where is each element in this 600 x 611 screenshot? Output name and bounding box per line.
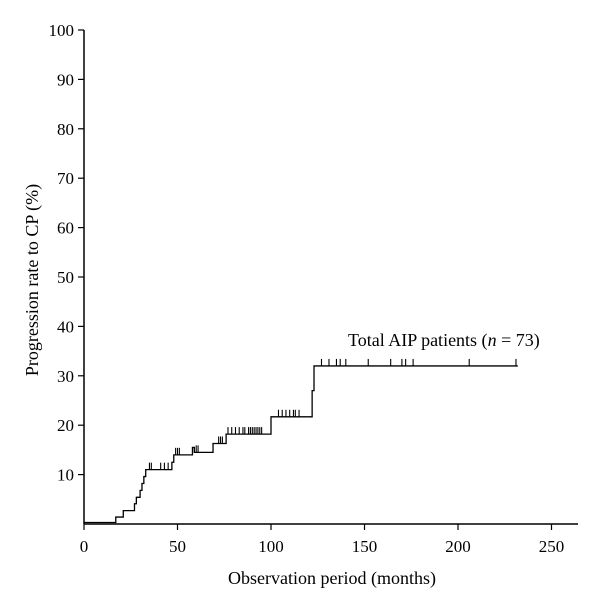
x-tick-label: 50 (169, 537, 186, 556)
x-tick-label: 150 (352, 537, 378, 556)
y-axis-title: Progression rate to CP (%) (22, 184, 43, 376)
x-axis-title: Observation period (months) (228, 568, 436, 589)
y-tick-label: 10 (57, 466, 74, 485)
x-tick-label: 100 (258, 537, 284, 556)
y-ticks: 10 20 30 40 50 60 70 80 90 100 (49, 21, 84, 485)
x-tick-label: 250 (539, 537, 565, 556)
y-tick-label: 70 (57, 169, 74, 188)
series-annotation: Total AIP patients (n = 73) (348, 330, 540, 351)
y-tick-label: 60 (57, 219, 74, 238)
y-tick-label: 90 (57, 70, 74, 89)
y-tick-label: 100 (49, 21, 75, 40)
y-tick-label: 80 (57, 120, 74, 139)
y-tick-label: 50 (57, 268, 74, 287)
censor-marks (148, 358, 517, 470)
y-tick-label: 20 (57, 416, 74, 435)
y-tick-label: 30 (57, 367, 74, 386)
km-step-curve (84, 365, 518, 524)
x-ticks: 0 50 100 150 200 250 (80, 524, 565, 556)
x-tick-label: 200 (445, 537, 471, 556)
axes (83, 30, 578, 525)
x-tick-label: 0 (80, 537, 89, 556)
y-tick-label: 40 (57, 317, 74, 336)
